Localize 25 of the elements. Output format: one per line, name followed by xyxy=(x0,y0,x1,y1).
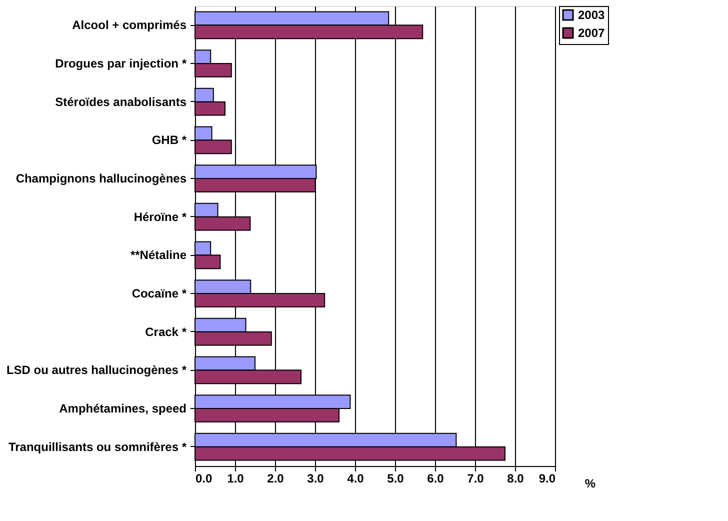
x-tick-label: 8.0 xyxy=(507,472,524,486)
y-tick-label: Champignons hallucinogènes xyxy=(16,172,187,186)
x-tick-label: 7.0 xyxy=(467,472,484,486)
legend-label: 2007 xyxy=(578,26,606,40)
legend-label: 2003 xyxy=(578,8,606,22)
x-tick-label: 4.0 xyxy=(347,472,364,486)
x-axis-title: % xyxy=(584,476,596,490)
y-tick-label: **Nétaline xyxy=(130,248,187,262)
y-tick-label: Héroïne * xyxy=(134,210,187,224)
x-tick-label: 0.0 xyxy=(196,472,213,486)
x-tick-label: 6.0 xyxy=(427,472,444,486)
x-tick-label: 1.0 xyxy=(227,472,244,486)
y-tick-label: Stéroïdes anabolisants xyxy=(55,94,187,109)
x-tick-label: 2.0 xyxy=(267,472,284,486)
y-tick-label: Crack * xyxy=(145,324,187,339)
y-tick-label: LSD ou autres hallucinogènes * xyxy=(6,363,187,378)
x-tick-label: 9.0 xyxy=(538,472,556,486)
x-tick-label: 3.0 xyxy=(307,472,324,486)
y-tick-label: GHB * xyxy=(152,133,187,148)
y-tick-label: Alcool + comprimés xyxy=(72,18,187,32)
y-tick-label: Amphétamines, speed xyxy=(59,402,186,416)
y-tick-label: Cocaïne * xyxy=(132,286,187,300)
y-tick-label: Tranquillisants ou somnifères * xyxy=(8,440,187,454)
x-tick-label: 5.0 xyxy=(387,472,404,486)
y-tick-label: Drogues par injection * xyxy=(55,56,187,70)
